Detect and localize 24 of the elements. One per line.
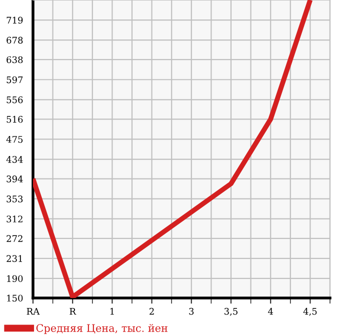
- x-tick-label: RA: [26, 308, 40, 315]
- x-tick-label: R: [70, 308, 76, 315]
- x-tick-label: 3: [189, 308, 194, 315]
- y-tick-label: 353: [6, 196, 23, 202]
- x-tick-label: 2: [150, 308, 154, 315]
- y-tick-label: 312: [6, 216, 22, 222]
- y-tick-label: 394: [6, 176, 23, 182]
- y-tick-label: 272: [6, 235, 22, 242]
- x-tick-label: 4: [268, 308, 274, 315]
- x-tick-label: 1: [110, 308, 114, 315]
- y-tick-label: 434: [6, 156, 23, 163]
- y-tick-label: 150: [7, 294, 23, 302]
- y-tick-label: 516: [6, 116, 23, 123]
- y-tick-label: 638: [6, 56, 23, 64]
- y-tick-label: 556: [6, 96, 23, 104]
- y-tick-label: 597: [6, 76, 23, 84]
- y-tick-label: 719: [6, 16, 23, 24]
- y-tick-label: 678: [6, 36, 23, 44]
- y-tick-label: 475: [6, 136, 23, 143]
- y-tick-label: 190: [7, 275, 23, 282]
- x-tick-label: 4,5: [303, 308, 317, 316]
- x-tick-label: 3,5: [224, 308, 238, 316]
- y-tick-label: 231: [6, 255, 22, 262]
- legend-label: Средняя Цена, тыс. йен: [36, 324, 168, 334]
